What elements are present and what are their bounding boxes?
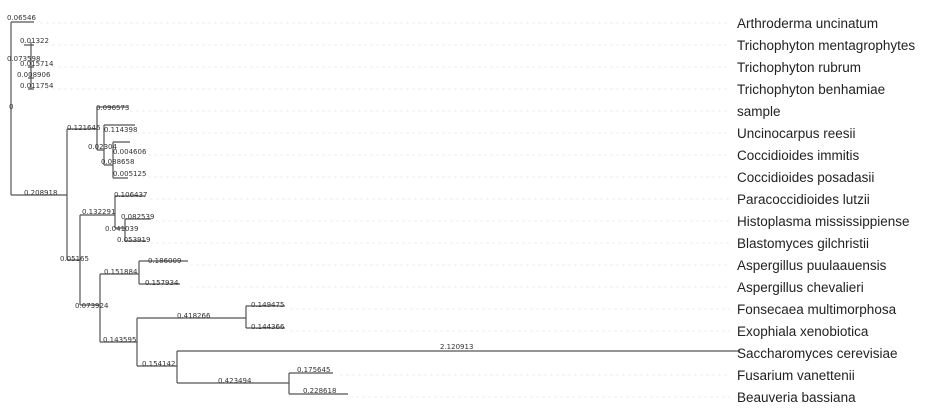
leaf-label: Exophiala xenobiotica — [737, 324, 869, 339]
branch-label: 0.005125 — [113, 170, 146, 178]
leaf-label: Trichophyton benhamiae — [737, 82, 885, 97]
branch-label: 0.121646 — [67, 124, 101, 132]
branch-length-labels: 0.06546 0.01322 0.073598 0.015714 0.0089… — [7, 14, 473, 395]
branch-label: 0.01322 — [20, 37, 49, 45]
leaf-label: Saccharomyces cerevisiae — [737, 346, 898, 361]
branch-label: 0.228618 — [303, 387, 336, 395]
leaf-label: Aspergillus chevalieri — [737, 280, 864, 295]
branch-label: 0.053919 — [117, 236, 150, 244]
tree-branches — [10, 21, 740, 395]
branch-label: 0.088658 — [101, 158, 134, 166]
leaf-label: Fonsecaea multimorphosa — [737, 302, 897, 317]
branch-label: 0.041039 — [105, 225, 138, 233]
leaf-label: Paracoccidioides lutzii — [737, 192, 870, 207]
leaf-label: Blastomyces gilchristii — [737, 236, 869, 251]
branch-label: 0.015714 — [20, 60, 54, 68]
branch-label: 0.208918 — [24, 189, 57, 197]
branch-label: 0.114398 — [104, 126, 137, 134]
branch-label: 0.149475 — [251, 301, 284, 309]
branch-label: 0.132291 — [82, 208, 115, 216]
branch-label: 0.082539 — [121, 213, 154, 221]
leaf-labels: Arthroderma uncinatum Trichophyton menta… — [737, 16, 915, 405]
branch-label: 0.418266 — [177, 312, 211, 320]
leaf-label: Trichophyton rubrum — [737, 60, 861, 75]
branch-label: 0.143595 — [103, 336, 136, 344]
leaf-label: Fusarium vanettenii — [737, 368, 855, 383]
branch-label: 0.157934 — [145, 279, 179, 287]
branch-label: 0.423494 — [218, 377, 252, 385]
branch-label: 0.151884 — [104, 268, 138, 276]
leaf-label: Arthroderma uncinatum — [737, 16, 878, 31]
branch-label: 0.073924 — [75, 302, 109, 310]
branch-label: 0.011754 — [20, 82, 54, 90]
leaf-label: Coccidioides immitis — [737, 148, 860, 163]
branch-label: 0.096573 — [96, 104, 129, 112]
branch-label: 0.008906 — [17, 71, 51, 79]
leaf-label: sample — [737, 104, 781, 119]
leaf-guides — [40, 22, 730, 398]
branch-label: 0.144366 — [251, 323, 285, 331]
leaf-label: Coccidioides posadasii — [737, 170, 874, 185]
branch-label: 0.06546 — [7, 14, 36, 22]
branch-label: 0.106437 — [114, 191, 147, 199]
branch-label: 0.02304 — [88, 143, 117, 151]
branch-label: 0 — [9, 103, 13, 111]
branch-label: 0.175645 — [297, 366, 330, 374]
branch-label: 0.073598 — [7, 55, 40, 63]
branch-label: 0.186009 — [148, 257, 181, 265]
leaf-label: Uncinocarpus reesii — [737, 126, 856, 141]
branch-label: 0.004606 — [113, 148, 147, 156]
branch-label: 2.120913 — [440, 343, 473, 351]
leaf-label: Trichophyton mentagrophytes — [737, 38, 915, 53]
leaf-label: Histoplasma mississippiense — [737, 214, 910, 229]
leaf-label: Beauveria bassiana — [737, 390, 856, 405]
branch-label: 0.154142 — [142, 360, 175, 368]
leaf-label: Aspergillus puulaauensis — [737, 258, 887, 273]
branch-label: 0.05165 — [60, 255, 89, 263]
